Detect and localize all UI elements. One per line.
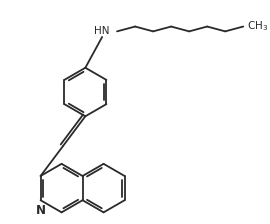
Text: HN: HN	[94, 26, 110, 36]
Text: N: N	[36, 204, 46, 217]
Text: CH$_3$: CH$_3$	[247, 20, 268, 33]
